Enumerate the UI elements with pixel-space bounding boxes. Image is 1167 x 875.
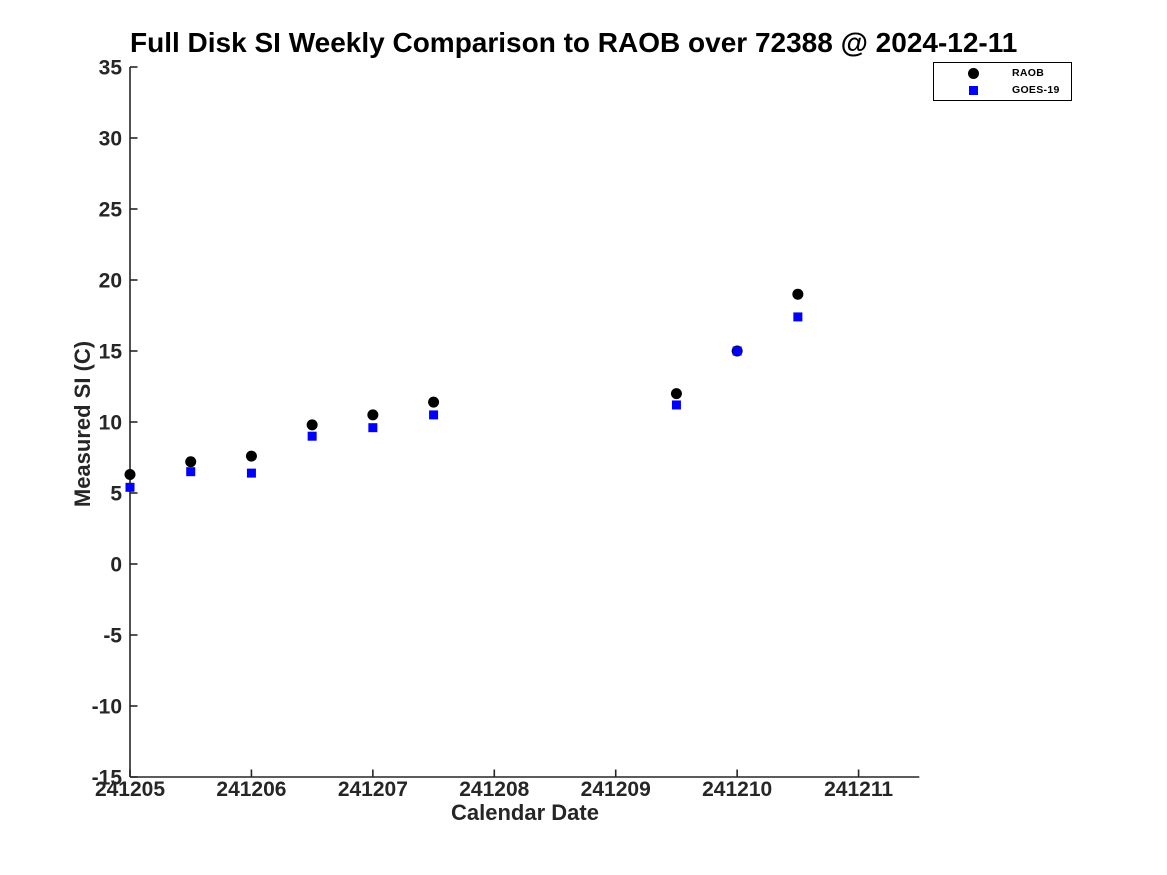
y-tick-label: 10 xyxy=(99,412,122,435)
data-point-goes-19 xyxy=(246,468,256,478)
y-tick-label: -10 xyxy=(92,696,122,719)
data-point-raob xyxy=(367,409,379,421)
data-point-goes-19 xyxy=(429,410,439,420)
y-tick-label: 35 xyxy=(99,57,123,80)
raob-circle-marker-icon xyxy=(967,67,979,79)
legend-item-goes19: GOES-19 xyxy=(934,83,1071,97)
data-point-raob xyxy=(670,388,682,400)
x-tick-label: 241210 xyxy=(702,778,772,801)
x-tick-label: 241208 xyxy=(459,778,529,801)
legend-label-raob: RAOB xyxy=(1012,67,1045,79)
data-point-goes-19 xyxy=(732,346,742,356)
legend: RAOB GOES-19 xyxy=(933,62,1072,101)
x-axis-label: Calendar Date xyxy=(451,800,599,825)
data-point-goes-19 xyxy=(368,423,378,433)
x-tick-label: 241211 xyxy=(824,778,893,801)
data-point-raob xyxy=(185,456,197,468)
y-tick-label: 15 xyxy=(99,341,123,364)
data-point-raob xyxy=(124,469,136,481)
goes19-square-marker-icon xyxy=(968,85,978,95)
data-point-goes-19 xyxy=(186,467,196,477)
chart-title: Full Disk SI Weekly Comparison to RAOB o… xyxy=(130,27,1018,58)
legend-marker-cell xyxy=(934,67,1012,79)
y-tick-label: 0 xyxy=(110,554,122,577)
data-point-raob xyxy=(245,450,257,462)
legend-marker-cell xyxy=(934,85,1012,95)
legend-item-raob: RAOB xyxy=(934,66,1071,80)
y-tick-label: 25 xyxy=(99,199,123,222)
data-point-raob xyxy=(792,288,804,300)
data-point-goes-19 xyxy=(793,312,803,322)
y-tick-label: -15 xyxy=(92,767,123,790)
data-point-raob xyxy=(306,419,318,431)
x-tick-label: 241207 xyxy=(338,778,408,801)
x-tick-label: 241205 xyxy=(95,778,165,801)
legend-label-goes19: GOES-19 xyxy=(1012,84,1060,96)
x-tick-label: 241206 xyxy=(216,778,286,801)
data-point-goes-19 xyxy=(671,400,681,410)
data-point-goes-19 xyxy=(307,431,317,441)
y-tick-label: 20 xyxy=(99,270,122,293)
y-tick-label: 30 xyxy=(99,128,122,151)
data-point-goes-19 xyxy=(125,482,135,492)
x-tick-label: 241209 xyxy=(581,778,651,801)
y-tick-label: 5 xyxy=(110,483,122,506)
data-point-raob xyxy=(428,396,440,408)
y-axis-label: Measured SI (C) xyxy=(70,340,95,508)
y-tick-label: -5 xyxy=(103,625,122,648)
